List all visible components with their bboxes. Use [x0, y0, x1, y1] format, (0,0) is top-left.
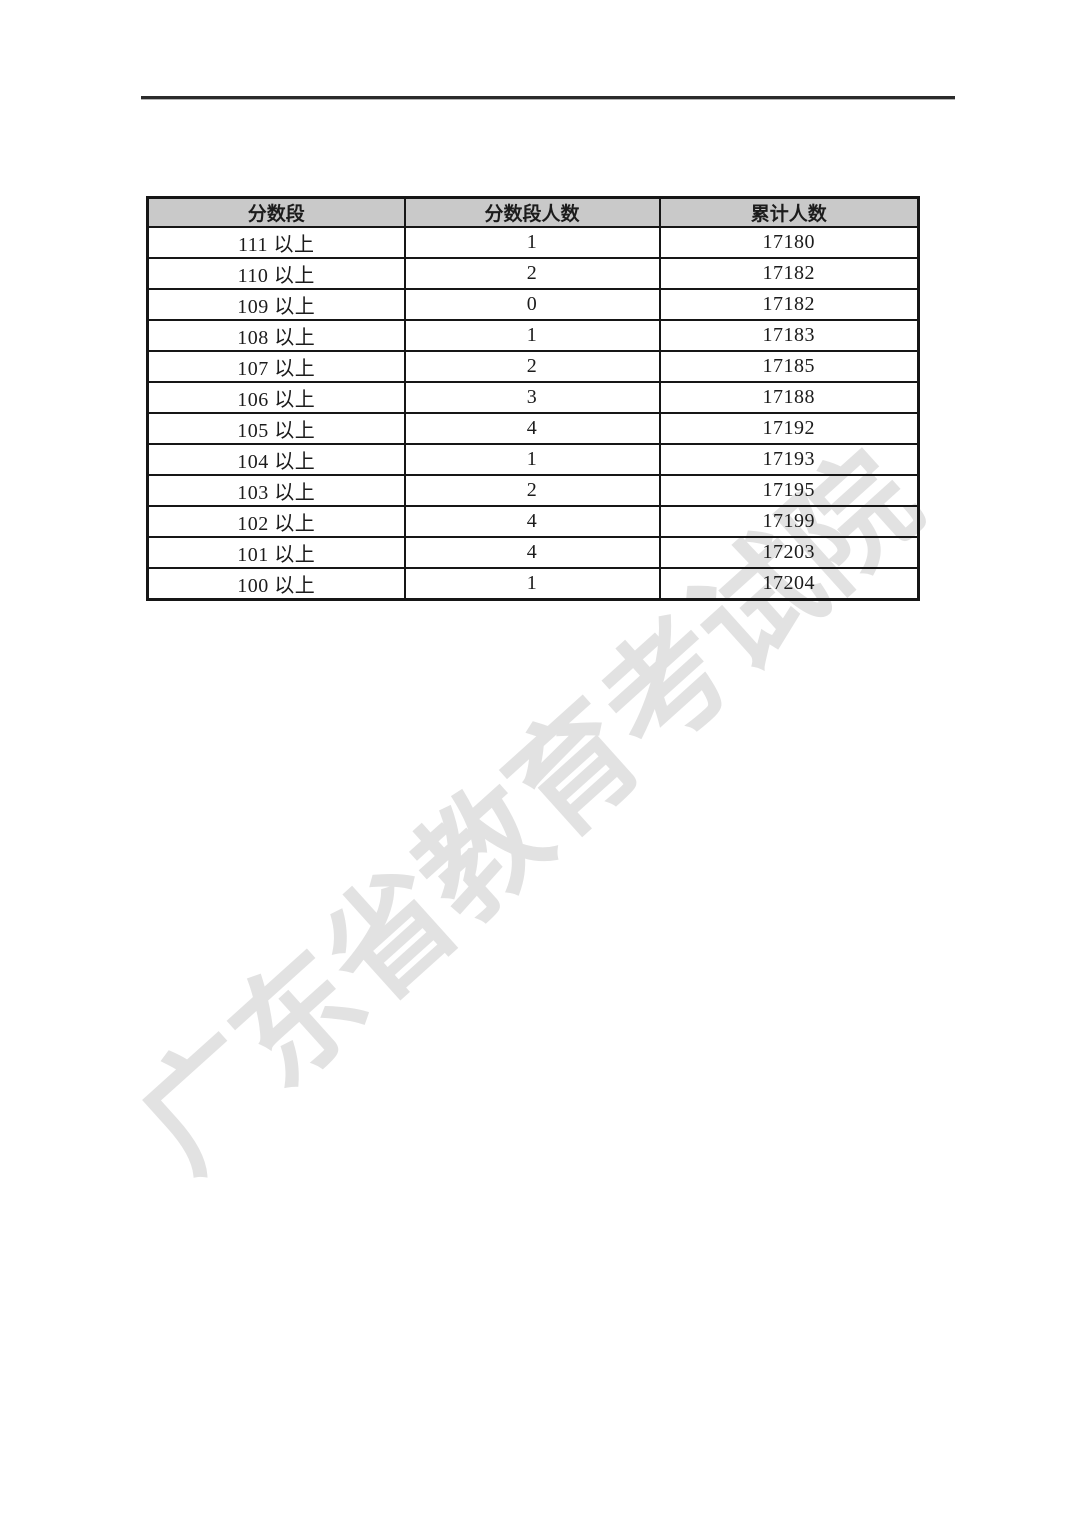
table-row: 103 以上 2 17195 — [146, 474, 920, 507]
cell-cumulative-count: 17195 — [658, 474, 920, 507]
cell-cumulative-count: 17204 — [658, 567, 920, 601]
cell-range-count: 4 — [403, 412, 661, 445]
cell-score-range: 108 以上 — [146, 319, 406, 352]
table-row: 104 以上 1 17193 — [146, 443, 920, 476]
header-score-range: 分数段 — [146, 196, 406, 228]
cell-range-count: 1 — [403, 443, 661, 476]
cell-range-count: 2 — [403, 257, 661, 290]
header-range-count: 分数段人数 — [403, 196, 661, 228]
table-row: 106 以上 3 17188 — [146, 381, 920, 414]
table-row: 108 以上 1 17183 — [146, 319, 920, 352]
cell-cumulative-count: 17183 — [658, 319, 920, 352]
cell-score-range: 111 以上 — [146, 226, 406, 259]
table-row: 110 以上 2 17182 — [146, 257, 920, 290]
score-distribution-table: 分数段 分数段人数 累计人数 111 以上 1 17180 110 以上 2 1… — [146, 196, 920, 601]
table-row: 111 以上 1 17180 — [146, 226, 920, 259]
table-row: 101 以上 4 17203 — [146, 536, 920, 569]
cell-score-range: 101 以上 — [146, 536, 406, 569]
cell-cumulative-count: 17192 — [658, 412, 920, 445]
cell-score-range: 106 以上 — [146, 381, 406, 414]
cell-range-count: 4 — [403, 505, 661, 538]
cell-range-count: 2 — [403, 474, 661, 507]
header-cumulative-count: 累计人数 — [658, 196, 920, 228]
cell-range-count: 0 — [403, 288, 661, 321]
table-row: 105 以上 4 17192 — [146, 412, 920, 445]
cell-cumulative-count: 17188 — [658, 381, 920, 414]
table-row: 100 以上 1 17204 — [146, 567, 920, 601]
cell-range-count: 2 — [403, 350, 661, 383]
table-row: 107 以上 2 17185 — [146, 350, 920, 383]
cell-score-range: 105 以上 — [146, 412, 406, 445]
cell-score-range: 109 以上 — [146, 288, 406, 321]
cell-cumulative-count: 17193 — [658, 443, 920, 476]
cell-score-range: 100 以上 — [146, 567, 406, 601]
cell-range-count: 3 — [403, 381, 661, 414]
cell-cumulative-count: 17199 — [658, 505, 920, 538]
cell-range-count: 1 — [403, 567, 661, 601]
cell-range-count: 1 — [403, 319, 661, 352]
table-row: 109 以上 0 17182 — [146, 288, 920, 321]
table-row: 102 以上 4 17199 — [146, 505, 920, 538]
cell-cumulative-count: 17182 — [658, 257, 920, 290]
cell-cumulative-count: 17185 — [658, 350, 920, 383]
cell-range-count: 4 — [403, 536, 661, 569]
cell-score-range: 102 以上 — [146, 505, 406, 538]
top-rule-divider — [141, 96, 955, 100]
cell-cumulative-count: 17203 — [658, 536, 920, 569]
cell-score-range: 107 以上 — [146, 350, 406, 383]
cell-cumulative-count: 17180 — [658, 226, 920, 259]
cell-cumulative-count: 17182 — [658, 288, 920, 321]
table-header-row: 分数段 分数段人数 累计人数 — [146, 196, 920, 228]
cell-score-range: 110 以上 — [146, 257, 406, 290]
cell-range-count: 1 — [403, 226, 661, 259]
cell-score-range: 104 以上 — [146, 443, 406, 476]
cell-score-range: 103 以上 — [146, 474, 406, 507]
